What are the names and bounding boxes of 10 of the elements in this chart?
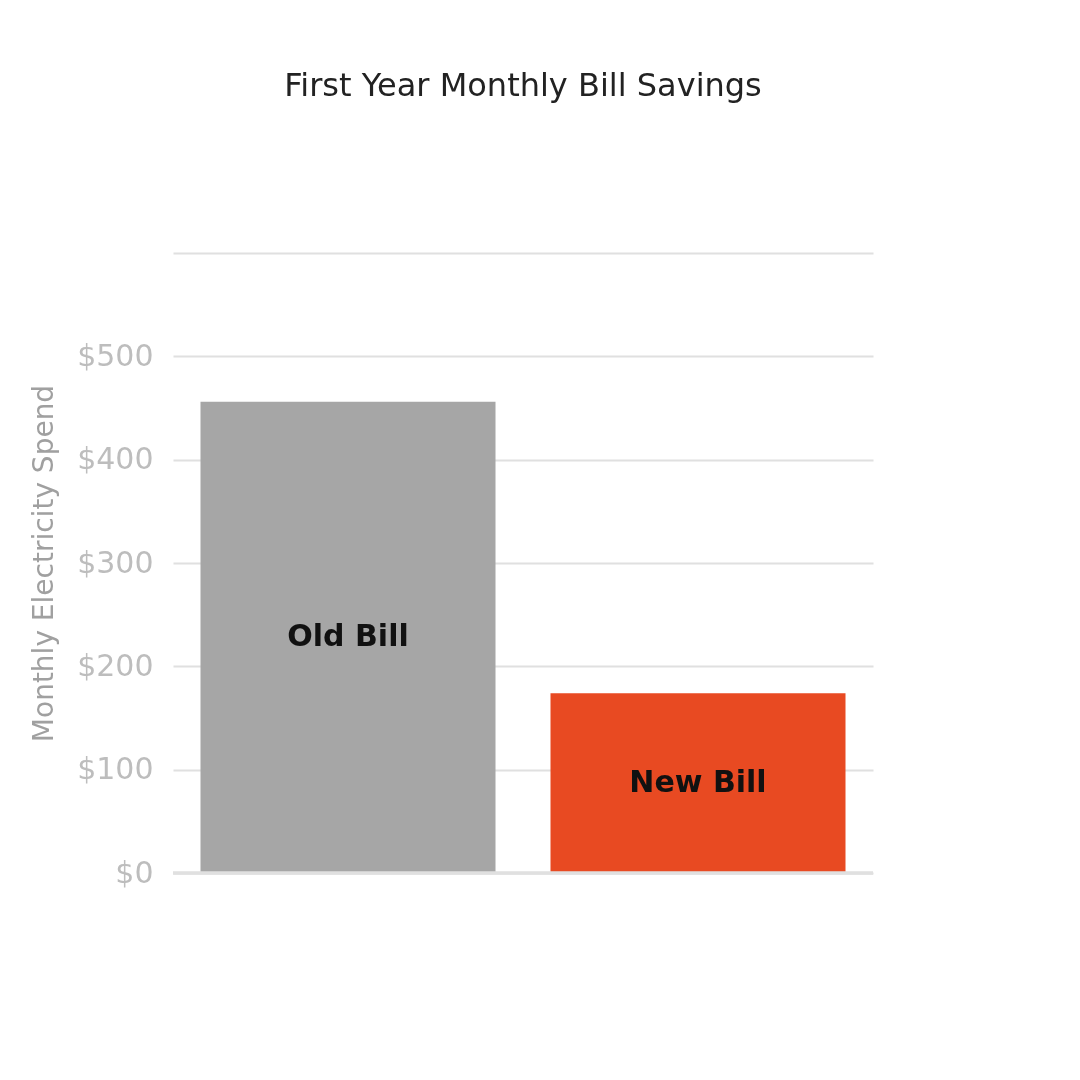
y-tick-label: $400 <box>77 441 154 477</box>
y-tick-label: $0 <box>115 854 154 890</box>
y-tick-label: $300 <box>77 544 154 580</box>
chart-title: First Year Monthly Bill Savings <box>284 66 762 104</box>
y-tick-label: $100 <box>77 751 154 787</box>
x-tick-label: Old Bill <box>287 618 409 654</box>
y-tick-label: $200 <box>77 647 154 683</box>
x-tick-label: New Bill <box>629 764 767 800</box>
y-tick-label: $500 <box>77 337 154 373</box>
y-axis-title: Monthly Electricity Spend <box>27 384 61 743</box>
